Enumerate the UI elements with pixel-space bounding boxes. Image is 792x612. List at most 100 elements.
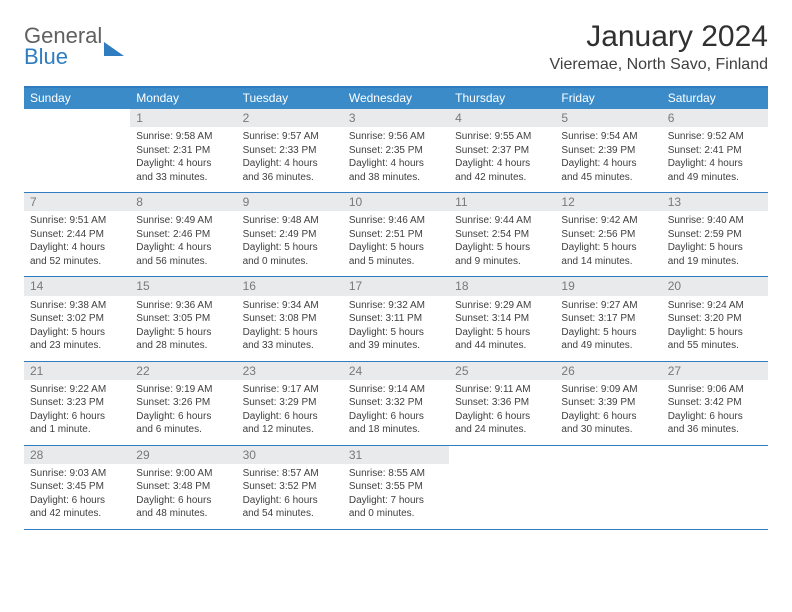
sunset-text: Sunset: 3:32 PM	[349, 396, 443, 410]
calendar-cell: 17Sunrise: 9:32 AMSunset: 3:11 PMDayligh…	[343, 277, 449, 360]
calendar-week: 28Sunrise: 9:03 AMSunset: 3:45 PMDayligh…	[24, 446, 768, 530]
daylight-text: and 36 minutes.	[243, 171, 337, 185]
sunrise-text: Sunrise: 9:44 AM	[455, 214, 549, 228]
sunset-text: Sunset: 3:02 PM	[30, 312, 124, 326]
daylight-text: Daylight: 5 hours	[455, 326, 549, 340]
sunset-text: Sunset: 3:52 PM	[243, 480, 337, 494]
day-number: 24	[343, 362, 449, 380]
weekday-label: Wednesday	[343, 88, 449, 109]
sunrise-text: Sunrise: 9:49 AM	[136, 214, 230, 228]
day-number: 8	[130, 193, 236, 211]
daylight-text: and 49 minutes.	[668, 171, 762, 185]
daylight-text: Daylight: 4 hours	[243, 157, 337, 171]
daylight-text: and 30 minutes.	[561, 423, 655, 437]
daylight-text: and 49 minutes.	[561, 339, 655, 353]
calendar-cell: 9Sunrise: 9:48 AMSunset: 2:49 PMDaylight…	[237, 193, 343, 276]
daylight-text: and 52 minutes.	[30, 255, 124, 269]
sunset-text: Sunset: 2:46 PM	[136, 228, 230, 242]
sunset-text: Sunset: 2:35 PM	[349, 144, 443, 158]
daylight-text: and 38 minutes.	[349, 171, 443, 185]
daylight-text: and 6 minutes.	[136, 423, 230, 437]
sunrise-text: Sunrise: 9:27 AM	[561, 299, 655, 313]
daylight-text: and 19 minutes.	[668, 255, 762, 269]
daylight-text: and 12 minutes.	[243, 423, 337, 437]
weekday-label: Saturday	[662, 88, 768, 109]
calendar-cell: 3Sunrise: 9:56 AMSunset: 2:35 PMDaylight…	[343, 109, 449, 192]
sunset-text: Sunset: 2:37 PM	[455, 144, 549, 158]
daylight-text: and 1 minute.	[30, 423, 124, 437]
day-number: 28	[24, 446, 130, 464]
calendar-cell: 23Sunrise: 9:17 AMSunset: 3:29 PMDayligh…	[237, 362, 343, 445]
sunrise-text: Sunrise: 9:57 AM	[243, 130, 337, 144]
sunrise-text: Sunrise: 9:46 AM	[349, 214, 443, 228]
daylight-text: Daylight: 5 hours	[30, 326, 124, 340]
day-number: 26	[555, 362, 661, 380]
day-number: 15	[130, 277, 236, 295]
day-number: 17	[343, 277, 449, 295]
calendar-week: .1Sunrise: 9:58 AMSunset: 2:31 PMDayligh…	[24, 109, 768, 193]
daylight-text: Daylight: 4 hours	[30, 241, 124, 255]
sunrise-text: Sunrise: 8:57 AM	[243, 467, 337, 481]
sunrise-text: Sunrise: 9:14 AM	[349, 383, 443, 397]
daylight-text: and 18 minutes.	[349, 423, 443, 437]
sunset-text: Sunset: 3:42 PM	[668, 396, 762, 410]
day-number: 21	[24, 362, 130, 380]
sunset-text: Sunset: 3:17 PM	[561, 312, 655, 326]
daylight-text: and 55 minutes.	[668, 339, 762, 353]
calendar-cell: 14Sunrise: 9:38 AMSunset: 3:02 PMDayligh…	[24, 277, 130, 360]
daylight-text: Daylight: 6 hours	[561, 410, 655, 424]
sunrise-text: Sunrise: 9:36 AM	[136, 299, 230, 313]
day-number: 22	[130, 362, 236, 380]
daylight-text: Daylight: 5 hours	[668, 326, 762, 340]
calendar-cell: 1Sunrise: 9:58 AMSunset: 2:31 PMDaylight…	[130, 109, 236, 192]
day-number: 19	[555, 277, 661, 295]
sunrise-text: Sunrise: 9:09 AM	[561, 383, 655, 397]
day-number: 12	[555, 193, 661, 211]
calendar-cell: 29Sunrise: 9:00 AMSunset: 3:48 PMDayligh…	[130, 446, 236, 529]
logo: General Blue	[24, 20, 124, 68]
sunrise-text: Sunrise: 9:11 AM	[455, 383, 549, 397]
daylight-text: and 14 minutes.	[561, 255, 655, 269]
header: General Blue January 2024 Vieremae, Nort…	[24, 20, 768, 74]
sunrise-text: Sunrise: 9:54 AM	[561, 130, 655, 144]
daylight-text: and 48 minutes.	[136, 507, 230, 521]
sunrise-text: Sunrise: 9:00 AM	[136, 467, 230, 481]
sunrise-text: Sunrise: 9:58 AM	[136, 130, 230, 144]
daylight-text: Daylight: 7 hours	[349, 494, 443, 508]
weekday-header: Sunday Monday Tuesday Wednesday Thursday…	[24, 86, 768, 109]
sunset-text: Sunset: 2:59 PM	[668, 228, 762, 242]
daylight-text: Daylight: 6 hours	[668, 410, 762, 424]
sunset-text: Sunset: 2:54 PM	[455, 228, 549, 242]
calendar-cell: 5Sunrise: 9:54 AMSunset: 2:39 PMDaylight…	[555, 109, 661, 192]
calendar-week: 14Sunrise: 9:38 AMSunset: 3:02 PMDayligh…	[24, 277, 768, 361]
logo-icon	[104, 42, 124, 56]
sunrise-text: Sunrise: 9:03 AM	[30, 467, 124, 481]
daylight-text: and 44 minutes.	[455, 339, 549, 353]
calendar-cell: 26Sunrise: 9:09 AMSunset: 3:39 PMDayligh…	[555, 362, 661, 445]
daylight-text: and 0 minutes.	[349, 507, 443, 521]
calendar-cell: 25Sunrise: 9:11 AMSunset: 3:36 PMDayligh…	[449, 362, 555, 445]
calendar-cell: 18Sunrise: 9:29 AMSunset: 3:14 PMDayligh…	[449, 277, 555, 360]
daylight-text: and 45 minutes.	[561, 171, 655, 185]
sunrise-text: Sunrise: 9:24 AM	[668, 299, 762, 313]
calendar-cell: 15Sunrise: 9:36 AMSunset: 3:05 PMDayligh…	[130, 277, 236, 360]
sunset-text: Sunset: 3:48 PM	[136, 480, 230, 494]
daylight-text: and 36 minutes.	[668, 423, 762, 437]
sunrise-text: Sunrise: 9:56 AM	[349, 130, 443, 144]
calendar-cell: 27Sunrise: 9:06 AMSunset: 3:42 PMDayligh…	[662, 362, 768, 445]
sunrise-text: Sunrise: 9:29 AM	[455, 299, 549, 313]
daylight-text: Daylight: 6 hours	[455, 410, 549, 424]
day-number: 3	[343, 109, 449, 127]
daylight-text: Daylight: 5 hours	[243, 241, 337, 255]
sunset-text: Sunset: 2:51 PM	[349, 228, 443, 242]
calendar-cell: 28Sunrise: 9:03 AMSunset: 3:45 PMDayligh…	[24, 446, 130, 529]
daylight-text: and 33 minutes.	[243, 339, 337, 353]
sunset-text: Sunset: 2:49 PM	[243, 228, 337, 242]
daylight-text: and 42 minutes.	[455, 171, 549, 185]
calendar-cell: 7Sunrise: 9:51 AMSunset: 2:44 PMDaylight…	[24, 193, 130, 276]
sunset-text: Sunset: 2:56 PM	[561, 228, 655, 242]
calendar-cell: .	[662, 446, 768, 529]
sunrise-text: Sunrise: 9:34 AM	[243, 299, 337, 313]
daylight-text: and 24 minutes.	[455, 423, 549, 437]
calendar-cell: 10Sunrise: 9:46 AMSunset: 2:51 PMDayligh…	[343, 193, 449, 276]
